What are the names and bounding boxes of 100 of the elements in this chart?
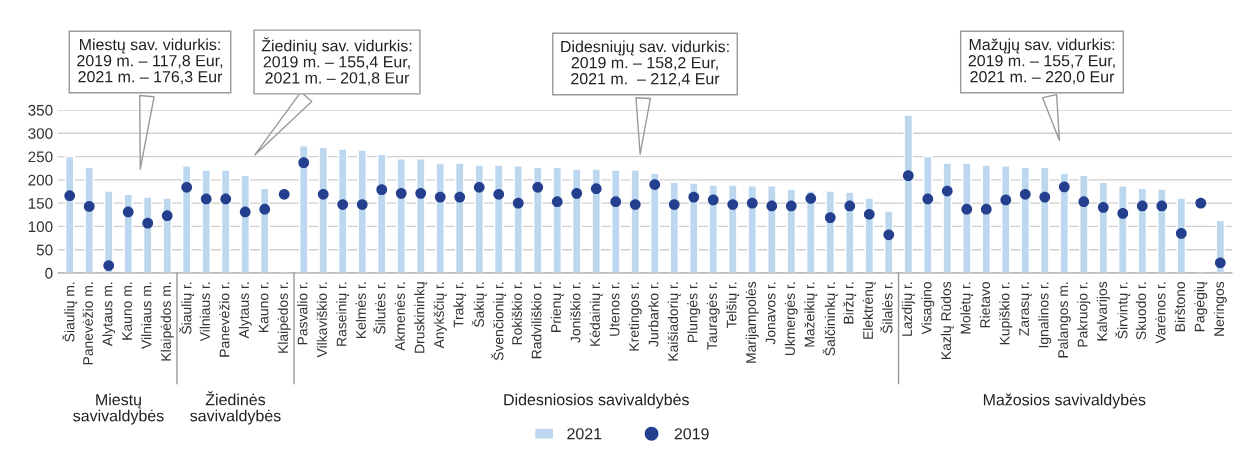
bar: [181, 165, 192, 273]
y-tick-label: 250: [28, 151, 53, 163]
bar: [298, 145, 309, 273]
x-tick-label: Lazdijų r.: [901, 282, 915, 336]
y-tick-label: 100: [28, 221, 53, 233]
point: [1058, 181, 1070, 193]
point: [493, 188, 505, 200]
bar: [396, 158, 407, 273]
x-tick-label: Mažeikių r.: [804, 282, 818, 347]
bar: [435, 162, 446, 273]
bar: [961, 162, 972, 273]
point: [1214, 257, 1226, 269]
point: [961, 203, 973, 215]
bar: [337, 148, 348, 273]
point: [1156, 200, 1168, 212]
text: Mažųjų sav. vidurkis: 2019 m. – 155,7 Eur, 2021 m. – 220,0 Eur: [968, 38, 1115, 85]
bar: [981, 164, 992, 273]
point: [649, 179, 661, 190]
point: [512, 197, 524, 209]
point: [1000, 194, 1012, 206]
point: [434, 191, 446, 203]
x-tick-label: Marijampolės: [745, 281, 759, 363]
x-tick-label: Vilkaviškio r.: [316, 282, 327, 358]
point: [1078, 196, 1090, 208]
x-tick-label: Prienų r.: [550, 282, 564, 332]
x-tick-label: Kretingos r.: [628, 282, 642, 351]
x-tick-label: Kupiškio r.: [999, 282, 1013, 345]
point: [1175, 228, 1187, 239]
x-tick-label: Telšių r.: [726, 282, 740, 329]
x-tick-label: Akmenės r.: [394, 282, 405, 351]
x-tick-label: Šakių r.: [471, 282, 487, 328]
x-tick-label: Rokiškio r.: [511, 282, 522, 345]
x-tick-label: Šilutės r.: [373, 282, 386, 334]
x-tick-label: Elektrėnų: [862, 282, 876, 339]
x-tick-label: Jonavos r.: [765, 282, 776, 345]
text: Žiedinės savivaldybės: [190, 391, 281, 425]
point: [805, 193, 817, 204]
bar: [708, 184, 719, 273]
x-tick-label: Palangos m.: [1057, 282, 1071, 358]
x-tick-label: Varėnos r.: [1155, 282, 1166, 344]
x-tick-label: Vilniaus r.: [199, 282, 210, 342]
x-tick-label: Radviliškio r.: [531, 282, 542, 359]
point: [1019, 188, 1031, 200]
point: [1195, 197, 1207, 209]
x-tick-label: Kauno r.: [258, 282, 269, 332]
point: [83, 201, 95, 212]
x-tick-label: Neringos: [1213, 281, 1227, 336]
x-tick-label: Trakų r.: [453, 282, 467, 328]
x-tick-label: Raseinių r.: [336, 282, 350, 346]
x-tick-label: Pakruojo r.: [1077, 282, 1091, 347]
x-tick-label: Šilalės r.: [880, 282, 893, 334]
x-tick-label: Utenos r.: [609, 282, 620, 336]
point: [668, 199, 680, 210]
bar: [415, 158, 426, 273]
point: [746, 197, 758, 209]
text: Mažosios savivaldybės: [983, 393, 1146, 409]
y-tick-label: 50: [36, 244, 53, 256]
point: [454, 191, 466, 203]
point: [785, 200, 797, 212]
text: Miestų sav. vidurkis: 2019 m. – 117,8 Eur, 2021 m. – 176,3 Eur: [77, 38, 223, 85]
point: [337, 199, 349, 210]
text: Žiedinių sav. vidurkis: 2019 m. – 155,4 Eur, 2021 m. – 201,8 Eur: [261, 37, 412, 86]
x-tick-label: Anykščių r.: [433, 282, 447, 349]
bar: [649, 172, 660, 273]
point: [844, 200, 856, 212]
bar: [318, 146, 329, 273]
y-tick-label: 350: [28, 104, 53, 116]
point: [824, 212, 836, 223]
point: [161, 210, 173, 222]
bar: [552, 166, 563, 273]
y-tick-label: 150: [28, 198, 53, 209]
point: [941, 185, 953, 197]
x-tick-label: Klaipėdos r.: [277, 282, 291, 353]
bar: [1059, 172, 1070, 273]
bar: [357, 149, 368, 273]
bar: [454, 162, 465, 273]
bar: [903, 114, 914, 273]
x-tick-label: Klaipėdos m.: [160, 282, 174, 361]
bar: [1020, 166, 1031, 273]
point: [122, 206, 134, 218]
bar: [1078, 174, 1089, 273]
bar: [474, 164, 485, 273]
x-tick-label: Alytaus m.: [102, 282, 116, 347]
point: [103, 260, 115, 271]
x-tick-label: Skuodo r.: [1135, 282, 1147, 340]
point: [766, 200, 778, 212]
point: [980, 203, 992, 215]
point: [727, 199, 739, 210]
x-tick-label: Zarasų r.: [1019, 282, 1032, 336]
bar: [240, 174, 251, 273]
point: [356, 199, 368, 210]
point: [395, 187, 407, 199]
point: [239, 206, 251, 218]
x-tick-label: Švenčionių r.: [491, 282, 507, 361]
point: [532, 181, 544, 193]
x-tick-label: Kauno m.: [122, 282, 132, 340]
text: Didesniųjų sav. vidurkis: 2019 m. – 158,2 Eur, 2021 m. – 212,4 Eur: [561, 40, 729, 87]
x-tick-label: Panevėžio r.: [219, 282, 230, 357]
x-tick-label: Pagėgių: [1194, 282, 1208, 332]
legend-label: 2021: [567, 428, 602, 440]
